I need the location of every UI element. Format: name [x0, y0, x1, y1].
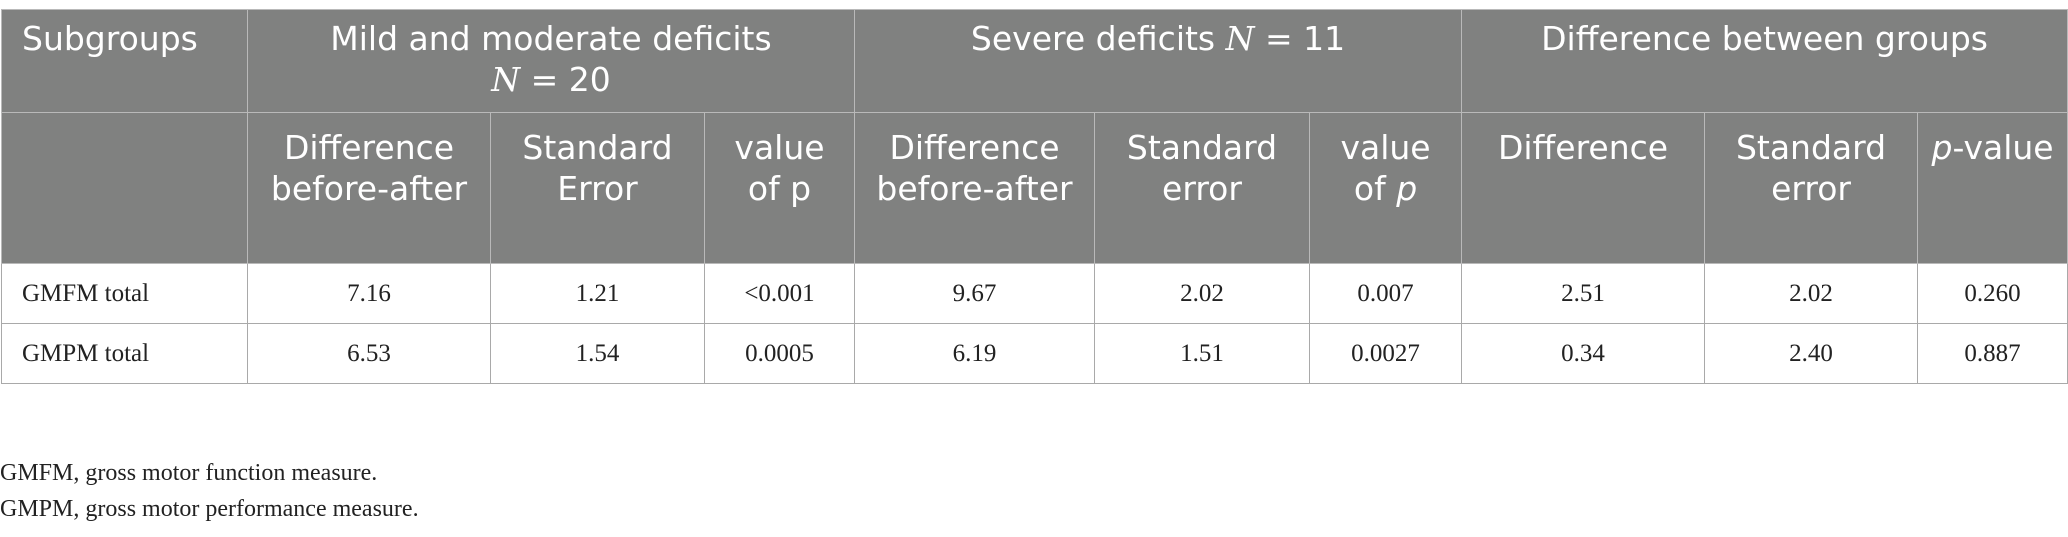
- header-mm-standard-error: Standard Error: [490, 112, 705, 264]
- cell-db-p-value: 0.260: [1917, 263, 2068, 324]
- table-container: Subgroups Mild and moderate deficits N =…: [1, 9, 2068, 384]
- header-empty-cell: [1, 112, 248, 264]
- header-sv-p-prefix: value of: [1340, 128, 1431, 208]
- row-label: GMPM total: [1, 323, 248, 384]
- header-mild-moderate-title: Mild and moderate deficits: [330, 19, 772, 58]
- row-label: GMFM total: [1, 263, 248, 324]
- sub-header-row: Difference before-after Standard Error v…: [1, 112, 2068, 264]
- cell-mm-p-value: <0.001: [704, 263, 855, 324]
- header-mild-moderate: Mild and moderate deficits N = 20: [247, 9, 855, 113]
- cell-db-standard-error: 2.02: [1704, 263, 1919, 324]
- cell-sv-p-value: 0.007: [1308, 263, 1463, 324]
- header-severe: Severe deficits N = 11: [853, 9, 1463, 113]
- header-sv-p-var: p: [1396, 169, 1418, 208]
- header-db-p-var: p: [1931, 128, 1953, 167]
- header-subgroups: Subgroups: [1, 9, 248, 113]
- cell-db-difference: 2.51: [1461, 263, 1706, 324]
- header-sv-standard-error: Standard error: [1094, 112, 1310, 264]
- header-db-p-rest: -value: [1952, 128, 2054, 167]
- header-db-p-value: p-value: [1917, 112, 2068, 264]
- header-db-standard-error: Standard error: [1704, 112, 1919, 264]
- table-row-gmpm: GMPM total 6.53 1.54 0.0005 6.19 1.51 0.…: [1, 323, 2068, 384]
- header-difference-between-groups: Difference between groups: [1461, 9, 2068, 113]
- cell-mm-standard-error: 1.21: [490, 263, 705, 324]
- cell-mm-standard-error: 1.54: [490, 323, 705, 384]
- header-sv-p-value: value of p: [1308, 112, 1463, 264]
- header-db-difference: Difference: [1461, 112, 1706, 264]
- cell-sv-difference: 6.19: [854, 323, 1095, 384]
- header-severe-title: Severe deficits: [970, 19, 1226, 58]
- cell-sv-standard-error: 1.51: [1094, 323, 1310, 384]
- table-footnotes: GMFM, gross motor function measure. GMPM…: [0, 455, 419, 527]
- table-row-gmfm: GMFM total 7.16 1.21 <0.001 9.67 2.02 0.…: [1, 263, 2068, 324]
- footnote-gmpm: GMPM, gross motor performance measure.: [0, 496, 419, 522]
- cell-db-standard-error: 2.40: [1704, 323, 1919, 384]
- group-header-row: Subgroups Mild and moderate deficits N =…: [1, 9, 2068, 113]
- header-severe-n-var: N: [1225, 19, 1255, 58]
- cell-sv-standard-error: 2.02: [1094, 263, 1310, 324]
- header-mm-p-value: value of p: [704, 112, 855, 264]
- header-mm-difference: Difference before-after: [247, 112, 491, 264]
- header-severe-n-value: = 11: [1254, 19, 1346, 58]
- header-mild-moderate-n-var: N: [491, 60, 521, 99]
- cell-db-p-value: 0.887: [1917, 323, 2068, 384]
- cell-mm-difference: 7.16: [247, 263, 491, 324]
- header-sv-difference: Difference before-after: [854, 112, 1095, 264]
- results-table: Subgroups Mild and moderate deficits N =…: [1, 9, 2068, 384]
- cell-mm-p-value: 0.0005: [704, 323, 855, 384]
- header-mild-moderate-n-value: = 20: [520, 60, 611, 99]
- cell-sv-difference: 9.67: [854, 263, 1095, 324]
- footnote-gmfm: GMFM, gross motor function measure.: [0, 460, 378, 486]
- cell-mm-difference: 6.53: [247, 323, 491, 384]
- cell-sv-p-value: 0.0027: [1308, 323, 1463, 384]
- cell-db-difference: 0.34: [1461, 323, 1706, 384]
